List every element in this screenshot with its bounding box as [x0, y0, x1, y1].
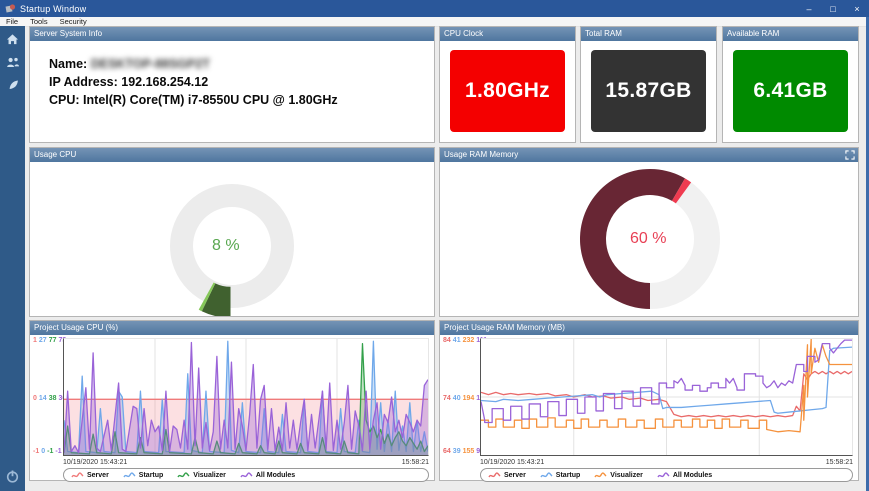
- legend-item-server[interactable]: Server: [488, 471, 526, 480]
- expand-icon[interactable]: [845, 150, 855, 165]
- menu-security[interactable]: Security: [59, 17, 87, 26]
- panel-header: Total RAM: [581, 27, 716, 41]
- ip-value: 192.168.254.12: [121, 75, 209, 89]
- server-name-row: Name: DESKTOP-88SGP2T: [49, 55, 434, 73]
- panel-available-ram: Available RAM 6.41GB: [722, 26, 859, 143]
- legend-line-icon: [177, 471, 190, 477]
- legend-label: Visualizer: [193, 471, 226, 479]
- panel-title: Usage CPU: [34, 150, 77, 159]
- window-border: [866, 17, 869, 491]
- panel-title: Project Usage CPU (%): [34, 323, 119, 332]
- x-axis-start-label: 10/19/2020 15:43:21: [63, 459, 128, 466]
- panel-title: Usage RAM Memory: [444, 150, 519, 159]
- x-axis-end-label: 15:58:21: [825, 459, 853, 466]
- legend-line-icon: [71, 471, 84, 477]
- legend-item-all-modules[interactable]: All Modules: [240, 471, 295, 480]
- panel-header: Usage RAM Memory: [440, 148, 858, 162]
- panel-usage-cpu: Usage CPU 8 %: [29, 147, 435, 318]
- legend-line-icon: [540, 471, 553, 477]
- y-axis-labels: 8441232111: [443, 337, 487, 344]
- legend-item-all-modules[interactable]: All Modules: [657, 471, 712, 480]
- panel-header: Server System Info: [30, 27, 434, 41]
- legend-item-server[interactable]: Server: [71, 471, 109, 480]
- y-axis-labels: 0143836: [33, 395, 66, 402]
- panel-title: Available RAM: [727, 29, 780, 38]
- legend-item-startup[interactable]: Startup: [123, 471, 164, 480]
- legend-label: Server: [504, 471, 526, 479]
- legend-line-icon: [123, 471, 136, 477]
- x-axis-labels: 10/19/2020 15:43:21 15:58:21: [63, 459, 429, 466]
- title-bar: Startup Window – □ ×: [0, 0, 869, 17]
- legend-line-icon: [488, 471, 501, 477]
- legend-label: All Modules: [255, 471, 296, 479]
- legend-label: Startup: [138, 471, 164, 479]
- panel-cpu-clock: CPU Clock 1.80GHz: [439, 26, 576, 143]
- chart-legend: Server Startup Visualizer All Modules: [480, 468, 853, 482]
- maximize-button[interactable]: □: [830, 3, 836, 14]
- legend-line-icon: [657, 471, 670, 477]
- name-label: Name:: [49, 57, 88, 71]
- panel-header: Project Usage RAM Memory (MB): [440, 321, 858, 335]
- y-axis-labels: 643915598: [443, 448, 484, 455]
- server-cpu-row: CPU: Intel(R) Core(TM) i7-8550U CPU @ 1.…: [49, 91, 434, 109]
- panel-title: Project Usage RAM Memory (MB): [444, 323, 565, 332]
- cpu-usage-donut-chart: 8 %: [30, 162, 434, 318]
- x-axis-start-label: 10/19/2020 15:43:21: [480, 459, 545, 466]
- legend-label: Startup: [555, 471, 581, 479]
- plot-area: [480, 338, 853, 456]
- ram-line-chart: 8441232111 7440194105 643915598 10/19/2020 …: [440, 335, 858, 482]
- app-icon: [5, 3, 16, 14]
- ram-usage-donut-chart: 60 %: [440, 162, 858, 316]
- legend-item-visualizer[interactable]: Visualizer: [594, 471, 643, 480]
- panel-project-usage-ram: Project Usage RAM Memory (MB) 8441232111…: [439, 320, 859, 482]
- y-axis-labels: 7440194105: [443, 395, 488, 402]
- plot-area: [63, 338, 429, 456]
- legend-label: All Modules: [672, 471, 713, 479]
- users-icon[interactable]: [4, 53, 22, 70]
- gauge-value-label: 8 %: [212, 237, 240, 254]
- menu-tools[interactable]: Tools: [30, 17, 48, 26]
- panel-title: CPU Clock: [444, 29, 484, 38]
- legend-line-icon: [594, 471, 607, 477]
- window-title: Startup Window: [20, 3, 87, 14]
- name-value: DESKTOP-88SGP2T: [90, 57, 210, 71]
- power-icon[interactable]: [3, 467, 22, 486]
- ip-label: IP Address:: [49, 75, 118, 89]
- panel-title: Server System Info: [34, 29, 103, 38]
- panel-title: Total RAM: [585, 29, 622, 38]
- panel-header: Usage CPU: [30, 148, 434, 162]
- minimize-button[interactable]: –: [806, 3, 812, 14]
- home-icon[interactable]: [4, 30, 22, 47]
- cpu-line-chart: 1277773 0143836 -10-1-110/19/2020 15:43:21…: [30, 335, 434, 482]
- legend-item-visualizer[interactable]: Visualizer: [177, 471, 226, 480]
- cpu-label: CPU:: [49, 93, 80, 107]
- available-ram-value: 6.41GB: [733, 50, 848, 132]
- server-ip-row: IP Address: 192.168.254.12: [49, 73, 434, 91]
- x-axis-end-label: 15:58:21: [401, 459, 429, 466]
- panel-usage-ram: Usage RAM Memory 60 %: [439, 147, 859, 317]
- panel-header: Project Usage CPU (%): [30, 321, 434, 335]
- y-axis-labels: -1 0 -1 -1: [33, 448, 62, 455]
- legend-item-startup[interactable]: Startup: [540, 471, 581, 480]
- cpu-clock-value: 1.80GHz: [450, 50, 565, 132]
- panel-project-usage-cpu: Project Usage CPU (%) 1277773 0143836 -10-…: [29, 320, 435, 482]
- panel-header: CPU Clock: [440, 27, 575, 41]
- close-button[interactable]: ×: [854, 3, 860, 14]
- legend-label: Server: [87, 471, 109, 479]
- cpu-value: Intel(R) Core(TM) i7-8550U CPU @ 1.80GHz: [83, 93, 338, 107]
- menu-file[interactable]: File: [6, 17, 19, 26]
- x-axis-labels: 10/19/2020 15:43:21 15:58:21: [480, 459, 853, 466]
- panel-header: Available RAM: [723, 27, 858, 41]
- legend-label: Visualizer: [610, 471, 643, 479]
- panel-total-ram: Total RAM 15.87GB: [580, 26, 717, 143]
- y-axis-labels: 1277773: [33, 337, 66, 344]
- legend-line-icon: [240, 471, 253, 477]
- panel-server-system-info: Server System Info Name: DESKTOP-88SGP2T…: [29, 26, 435, 143]
- chart-legend: Server Startup Visualizer All Modules: [63, 468, 429, 482]
- total-ram-value: 15.87GB: [591, 50, 706, 132]
- brush-icon[interactable]: [4, 76, 22, 93]
- sidebar: [0, 26, 25, 491]
- gauge-value-label: 60 %: [630, 230, 667, 247]
